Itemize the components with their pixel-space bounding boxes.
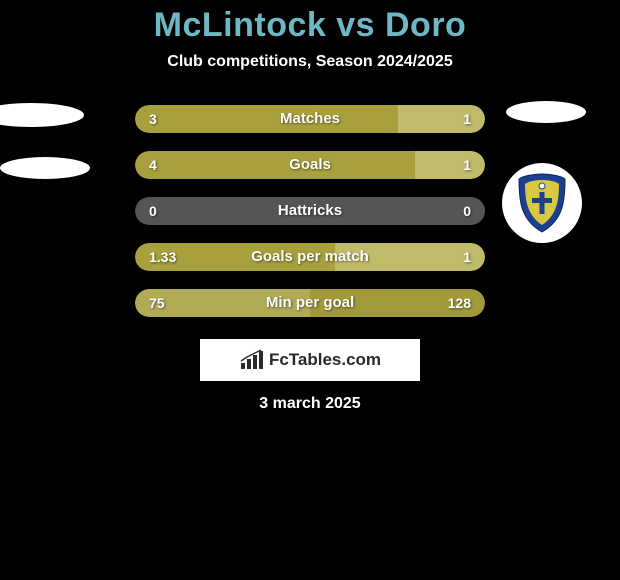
bar-segment-left	[135, 197, 485, 225]
club-badge	[502, 163, 582, 243]
bar-value-right: 1	[463, 243, 471, 271]
bar-value-right: 128	[448, 289, 471, 317]
bar-value-right: 0	[463, 197, 471, 225]
bar-row: Hattricks00	[135, 197, 485, 225]
bar-value-left: 4	[149, 151, 157, 179]
page-title: McLintock vs Doro	[0, 6, 620, 45]
bar-row: Goals41	[135, 151, 485, 179]
ellipse-icon	[506, 101, 586, 123]
right-player-marker	[502, 101, 592, 243]
date-label: 3 march 2025	[0, 395, 620, 413]
ellipse-icon	[0, 103, 84, 127]
comparison-infographic: McLintock vs Doro Club competitions, Sea…	[0, 0, 620, 413]
left-player-marker	[0, 103, 108, 179]
bar-value-left: 75	[149, 289, 165, 317]
subtitle: Club competitions, Season 2024/2025	[0, 53, 620, 71]
bar-chart-icon	[239, 349, 265, 371]
bar-segment-right	[398, 105, 486, 133]
bar-value-left: 0	[149, 197, 157, 225]
bar-row: Matches31	[135, 105, 485, 133]
shield-icon	[515, 172, 569, 234]
logo-text: FcTables.com	[269, 350, 381, 370]
bar-value-right: 1	[463, 151, 471, 179]
bar-segment-right	[415, 151, 485, 179]
bar-value-left: 3	[149, 105, 157, 133]
bar-segment-left	[135, 151, 415, 179]
chart-area: Matches31Goals41Hattricks00Goals per mat…	[0, 105, 620, 317]
comparison-bars: Matches31Goals41Hattricks00Goals per mat…	[135, 105, 485, 317]
bar-value-right: 1	[463, 105, 471, 133]
bar-row: Min per goal75128	[135, 289, 485, 317]
site-logo: FcTables.com	[200, 339, 420, 381]
ellipse-icon	[0, 157, 90, 179]
bar-value-left: 1.33	[149, 243, 176, 271]
bar-segment-left	[135, 105, 398, 133]
bar-row: Goals per match1.331	[135, 243, 485, 271]
